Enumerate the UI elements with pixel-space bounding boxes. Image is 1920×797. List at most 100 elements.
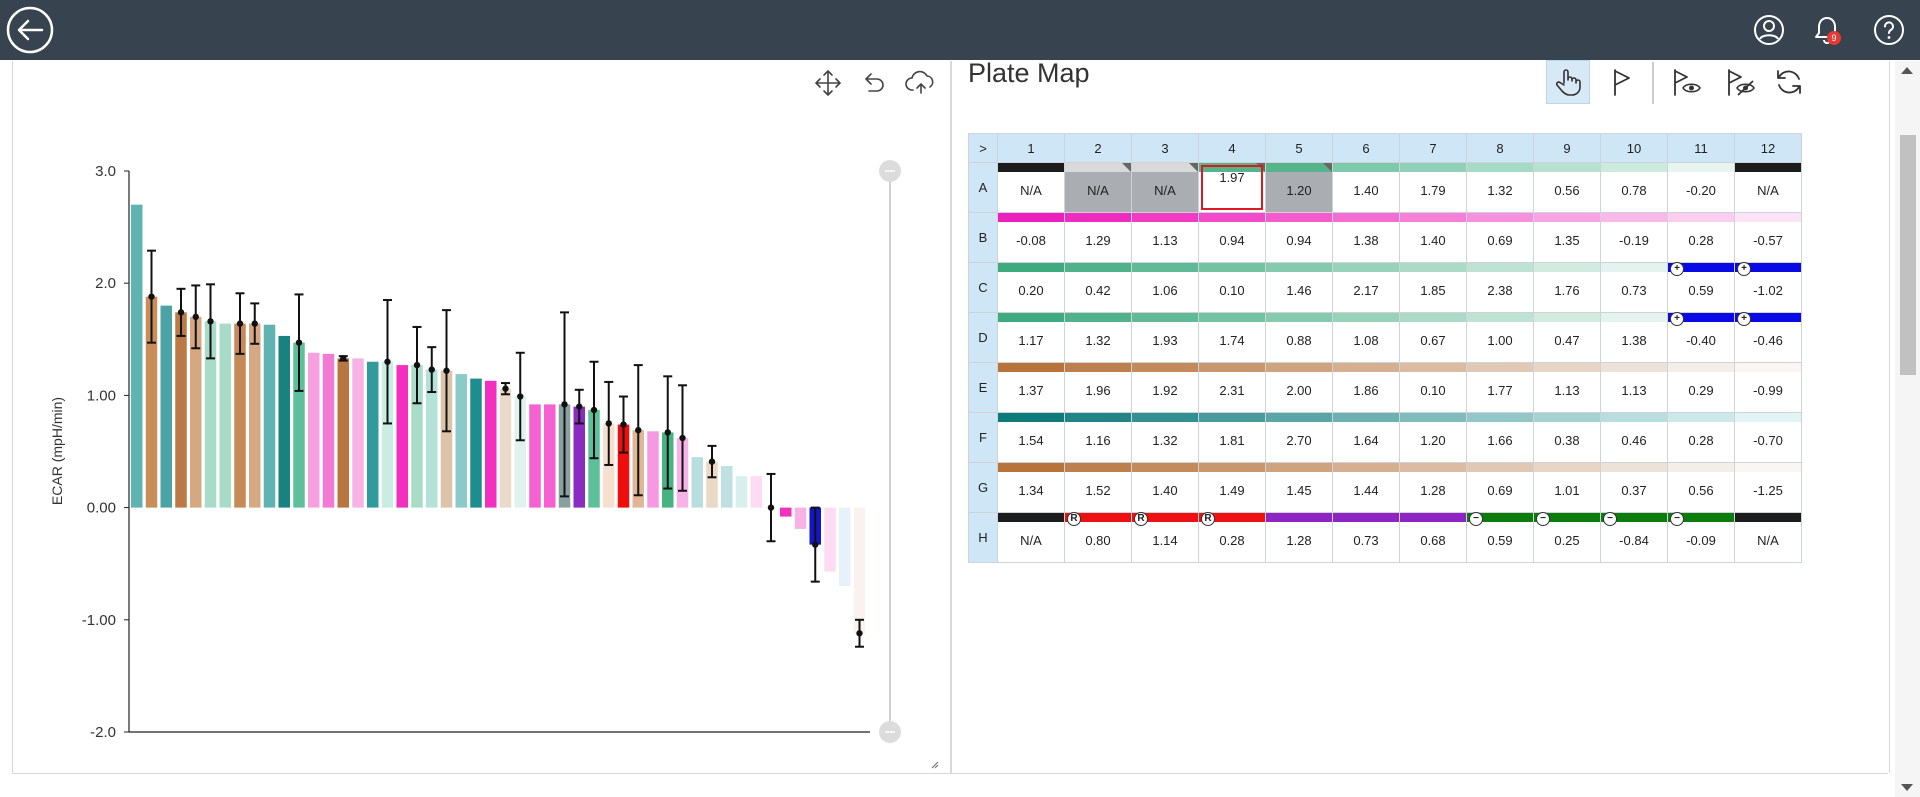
help-icon[interactable] [1869, 10, 1909, 50]
plate-well[interactable]: 1.38 [1600, 312, 1668, 363]
plate-well[interactable]: 0.88 [1265, 312, 1333, 363]
plate-well[interactable]: 0.47 [1533, 312, 1601, 363]
plate-row-header[interactable]: G [968, 462, 998, 513]
plate-well[interactable]: 1.17 [997, 312, 1065, 363]
plate-well[interactable]: R 0.80 [1064, 512, 1132, 563]
plate-well[interactable]: 0.56 [1667, 462, 1735, 513]
plate-well[interactable]: 0.29 [1667, 362, 1735, 413]
plate-well[interactable]: 1.32 [1131, 412, 1199, 463]
plate-row-header[interactable]: B [968, 212, 998, 263]
chart-bar[interactable] [293, 342, 305, 508]
chart-bar[interactable] [750, 476, 763, 508]
chart-bar[interactable] [322, 353, 335, 508]
plate-row-header[interactable]: D [968, 312, 998, 363]
plate-well[interactable]: 1.28 [1265, 512, 1333, 563]
scroll-thumb[interactable] [1900, 135, 1916, 375]
plate-well[interactable]: 1.74 [1198, 312, 1266, 363]
plate-well[interactable]: −0.25 [1533, 512, 1601, 563]
chart-bar[interactable] [190, 316, 202, 508]
plate-well[interactable]: -0.08 [997, 212, 1065, 263]
scroll-down-icon[interactable] [1901, 784, 1913, 791]
plate-well[interactable]: 0.78 [1600, 162, 1668, 213]
plate-well[interactable]: 1.06 [1131, 262, 1199, 313]
chart-bar[interactable] [529, 404, 541, 508]
chart-bar[interactable] [780, 507, 792, 517]
scroll-up-icon[interactable] [1901, 67, 1913, 74]
plate-well[interactable]: 1.00 [1466, 312, 1534, 363]
plate-well[interactable]: 1.32 [1466, 162, 1534, 213]
chart-bar[interactable] [794, 507, 807, 529]
plate-well[interactable]: -1.25 [1734, 462, 1802, 513]
chart-bar[interactable] [131, 204, 143, 508]
account-icon[interactable] [1749, 10, 1789, 50]
plate-well[interactable]: 0.68 [1399, 512, 1467, 563]
plate-well[interactable]: 0.69 [1466, 212, 1534, 263]
plate-column-header[interactable]: 11 [1667, 133, 1735, 163]
chart-bar[interactable] [839, 507, 851, 587]
plate-well[interactable]: -0.57 [1734, 212, 1802, 263]
plate-well[interactable]: − -0.84 [1600, 512, 1668, 563]
plate-well[interactable]: 1.44 [1332, 462, 1400, 513]
chart-bar[interactable] [263, 324, 276, 508]
plate-column-header[interactable]: 6 [1332, 133, 1400, 163]
chart-bar[interactable] [853, 507, 866, 634]
plate-well[interactable]: R 0.28 [1198, 512, 1266, 563]
plate-column-header[interactable]: 2 [1064, 133, 1132, 163]
plate-well[interactable]: 0.94 [1198, 212, 1266, 263]
plate-well[interactable]: 1.97 [1198, 162, 1266, 213]
plate-well[interactable]: + -0.40 [1667, 312, 1735, 363]
chart-bar[interactable] [617, 424, 630, 508]
plate-column-header[interactable]: 8 [1466, 133, 1534, 163]
plate-well[interactable]: 0.56 [1533, 162, 1601, 213]
plate-well[interactable]: 1.37 [997, 362, 1065, 413]
chart-bar[interactable] [824, 507, 836, 572]
plate-column-header[interactable]: 10 [1600, 133, 1668, 163]
chart-bar[interactable] [647, 431, 659, 508]
chart-bar[interactable] [367, 361, 379, 508]
plate-well[interactable]: 2.00 [1265, 362, 1333, 413]
flag-icon[interactable] [1600, 60, 1644, 104]
plate-well[interactable]: 1.79 [1399, 162, 1467, 213]
plate-well[interactable]: +0.59 [1667, 262, 1735, 313]
plate-well[interactable]: 1.01 [1533, 462, 1601, 513]
plate-column-header[interactable]: 7 [1399, 133, 1467, 163]
plate-well[interactable]: N/A [1131, 162, 1199, 213]
chart-bar[interactable] [381, 361, 394, 508]
plate-well[interactable]: 1.96 [1064, 362, 1132, 413]
plate-well[interactable]: + -0.46 [1734, 312, 1802, 363]
plate-well[interactable]: 1.20 [1399, 412, 1467, 463]
plate-well[interactable]: 0.42 [1064, 262, 1132, 313]
plate-well[interactable]: 0.10 [1399, 362, 1467, 413]
chart-bar[interactable] [352, 358, 364, 508]
plate-well[interactable]: 1.32 [1064, 312, 1132, 363]
plate-well[interactable]: 1.13 [1131, 212, 1199, 263]
plate-well[interactable]: 1.40 [1399, 212, 1467, 263]
hide-flagged-icon[interactable] [1718, 60, 1762, 104]
plate-well[interactable]: 0.67 [1399, 312, 1467, 363]
plate-row-header[interactable]: F [968, 412, 998, 463]
chart-bar[interactable] [544, 404, 556, 508]
chart-bar[interactable] [426, 369, 438, 508]
chart-bar[interactable] [706, 461, 718, 508]
plate-column-header[interactable]: 4 [1198, 133, 1266, 163]
plate-well[interactable]: -0.99 [1734, 362, 1802, 413]
plate-column-header[interactable]: 9 [1533, 133, 1601, 163]
chart-bar[interactable] [249, 323, 261, 508]
chart-bar[interactable] [278, 335, 291, 508]
plate-well[interactable]: 1.08 [1332, 312, 1400, 363]
chart-bar[interactable] [308, 352, 320, 508]
plate-column-header[interactable]: 12 [1734, 133, 1802, 163]
plate-well[interactable]: -0.19 [1600, 212, 1668, 263]
plate-well[interactable]: 1.86 [1332, 362, 1400, 413]
resize-handle-icon[interactable] [931, 761, 939, 769]
move-icon[interactable] [813, 68, 843, 98]
plate-well[interactable]: -0.20 [1667, 162, 1735, 213]
plate-well[interactable]: 1.77 [1466, 362, 1534, 413]
chart-bar[interactable] [573, 406, 586, 508]
plate-well[interactable]: 0.37 [1600, 462, 1668, 513]
chart-bar[interactable] [204, 321, 217, 508]
chart-bar[interactable] [411, 365, 423, 508]
chart-bar[interactable] [160, 305, 173, 508]
undo-icon[interactable] [858, 68, 888, 98]
plate-well[interactable]: 1.20 [1265, 162, 1333, 213]
